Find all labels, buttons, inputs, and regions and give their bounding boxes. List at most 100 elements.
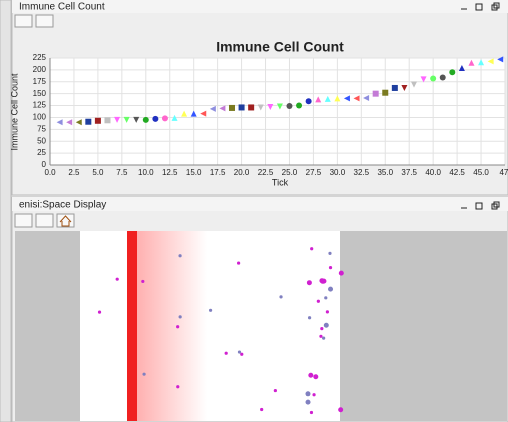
point [238,104,245,111]
y-tick-label: 225 [33,53,47,62]
home-icon [59,215,72,227]
agent [328,266,333,270]
point [286,103,293,110]
y-tick-label: 100 [33,113,47,122]
point [209,105,216,112]
agent [313,374,319,380]
point [123,116,130,123]
point [229,104,235,111]
agent [322,336,326,340]
point [324,95,331,102]
toolbar-button[interactable] [35,213,54,228]
x-tick-label: 35.0 [377,168,393,177]
agent [237,261,241,265]
agent [141,279,145,284]
agent [142,372,146,376]
window-title: enisi:Space Display [19,200,106,211]
agent [224,351,228,355]
chart: 0 25 50 75 100 125 150 175 200 225 0.0 2.5 5.0 7.5 10.… [33,53,508,177]
y-axis-label: Immune Cell Count [9,73,19,151]
agent [310,247,314,251]
agent [115,277,119,281]
x-tick-label: 10.0 [138,168,154,177]
agent [260,407,264,412]
x-tick-label: 0.0 [44,168,56,177]
x-tick-label: 15.0 [186,168,202,177]
toolbar-button[interactable] [35,14,54,28]
point [497,56,504,63]
point [66,119,73,126]
point [478,59,485,66]
x-tick-label: 42.5 [449,168,465,177]
x-tick-label: 20.0 [234,168,250,177]
point [296,102,303,109]
plot-area [50,58,505,165]
point [190,110,197,117]
x-tick-label: 5.0 [92,168,104,177]
agent [306,280,312,286]
point [458,64,465,71]
x-tick-label: 27.5 [306,168,322,177]
epithelium [127,231,137,421]
point [315,96,322,103]
y-tick-label: 25 [37,148,46,157]
window-controls[interactable] [461,2,500,11]
point [353,95,360,102]
y-tick-label: 125 [33,101,47,110]
agent [308,372,314,378]
agent [338,407,344,413]
x-tick-label: 17.5 [210,168,226,177]
y-tick-label: 75 [37,124,46,133]
point [85,118,92,125]
y-tick-label: 175 [33,77,47,86]
toolbar-button[interactable] [14,14,33,28]
agents [97,247,344,415]
window-controls[interactable] [461,201,500,210]
point [391,84,398,91]
x-tick-label: 37.5 [401,168,417,177]
point [142,116,149,123]
x-tick-label: 25.0 [282,168,298,177]
x-axis-label: Tick [272,177,289,187]
x-tick-label: 2.5 [68,168,80,177]
agent [309,410,314,415]
point [94,117,101,124]
agent [176,385,180,389]
agent [240,352,244,356]
x-tick-label: 32.5 [354,168,370,177]
home-button[interactable] [56,213,75,228]
title-bar [12,0,508,13]
agent [324,296,328,300]
x-tick-label: 12.5 [162,168,178,177]
space-grid [80,231,340,421]
point [161,115,168,122]
x-tick-label: 40.0 [425,168,441,177]
point [401,84,408,91]
agent [176,325,180,329]
point [411,81,417,88]
agent [307,316,312,320]
agent [178,254,182,258]
agent [320,278,326,284]
agent [325,310,329,314]
point [487,58,494,65]
agent [97,310,102,314]
point [248,104,255,111]
toolbar-button[interactable] [14,213,33,228]
agent [323,322,329,328]
point [468,59,475,66]
point [305,98,312,105]
chart-title: Immune Cell Count [216,39,344,55]
agent [279,295,283,299]
point [104,117,111,124]
point [133,116,140,123]
point [200,110,207,117]
point [276,103,283,110]
y-tick-label: 50 [37,136,46,145]
point [181,110,188,117]
point [152,115,159,122]
point [334,95,341,102]
y-tick-label: 200 [33,65,47,74]
